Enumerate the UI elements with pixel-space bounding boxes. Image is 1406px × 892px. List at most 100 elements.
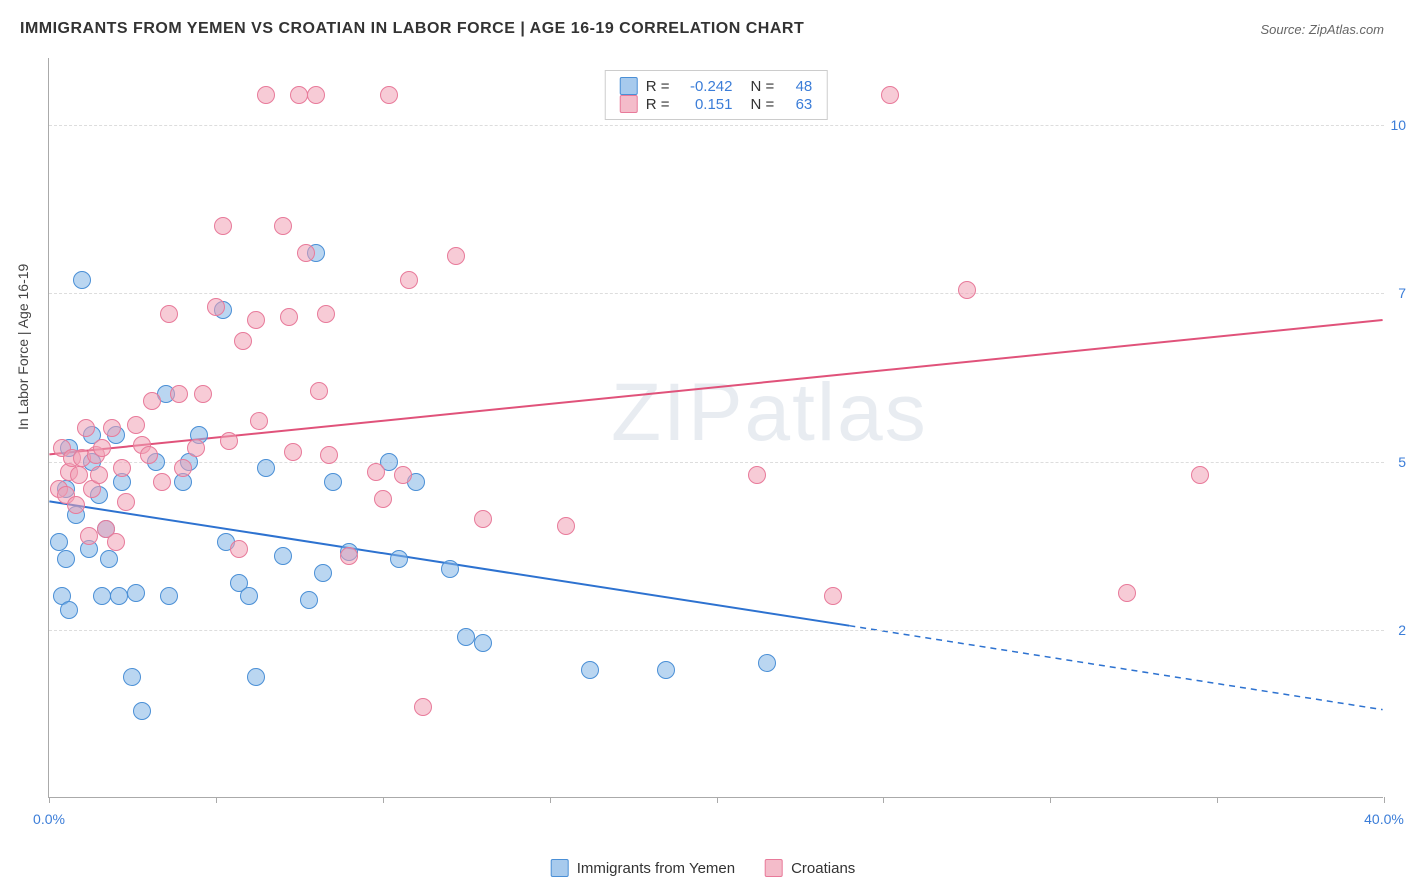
scatter-point <box>1191 466 1209 484</box>
xtick-mark <box>1217 797 1218 803</box>
n-value-2: 63 <box>782 96 812 113</box>
r-label-1: R = <box>646 78 670 95</box>
scatter-point <box>117 493 135 511</box>
scatter-point <box>57 550 75 568</box>
scatter-point <box>881 86 899 104</box>
scatter-point <box>127 584 145 602</box>
scatter-point <box>314 564 332 582</box>
scatter-point <box>310 382 328 400</box>
xtick-mark <box>216 797 217 803</box>
watermark-bold: ZIP <box>611 367 745 458</box>
scatter-point <box>247 668 265 686</box>
scatter-point <box>824 587 842 605</box>
scatter-point <box>207 298 225 316</box>
scatter-point <box>60 601 78 619</box>
stats-row-2: R = 0.151 N = 63 <box>620 95 813 113</box>
scatter-point <box>140 446 158 464</box>
scatter-point <box>447 247 465 265</box>
legend-item-2: Croatians <box>765 859 855 877</box>
xtick-label: 40.0% <box>1364 811 1404 827</box>
scatter-point <box>67 496 85 514</box>
scatter-point <box>107 533 125 551</box>
scatter-point <box>90 466 108 484</box>
gridline-h <box>49 125 1384 126</box>
r-value-1: -0.242 <box>678 78 733 95</box>
scatter-point <box>340 547 358 565</box>
scatter-point <box>290 86 308 104</box>
scatter-point <box>80 527 98 545</box>
xtick-mark <box>550 797 551 803</box>
scatter-point <box>93 587 111 605</box>
trend-lines-svg <box>49 58 1383 797</box>
scatter-point <box>380 86 398 104</box>
scatter-point <box>240 587 258 605</box>
xtick-mark <box>383 797 384 803</box>
xtick-mark <box>883 797 884 803</box>
scatter-point <box>441 560 459 578</box>
scatter-point <box>581 661 599 679</box>
chart-title: IMMIGRANTS FROM YEMEN VS CROATIAN IN LAB… <box>20 20 804 38</box>
scatter-point <box>474 510 492 528</box>
xtick-mark <box>49 797 50 803</box>
scatter-point <box>474 634 492 652</box>
scatter-point <box>1118 584 1136 602</box>
gridline-h <box>49 293 1384 294</box>
scatter-point <box>93 439 111 457</box>
scatter-point <box>77 419 95 437</box>
scatter-point <box>160 587 178 605</box>
scatter-point <box>280 308 298 326</box>
scatter-point <box>100 550 118 568</box>
gridline-h <box>49 630 1384 631</box>
scatter-point <box>257 459 275 477</box>
swatch-blue-icon <box>551 859 569 877</box>
xtick-mark <box>1384 797 1385 803</box>
n-label-1: N = <box>751 78 775 95</box>
watermark-thin: atlas <box>745 367 928 458</box>
swatch-pink-icon <box>620 95 638 113</box>
legend-label-2: Croatians <box>791 860 855 877</box>
scatter-point <box>257 86 275 104</box>
source-label: Source: ZipAtlas.com <box>1260 22 1384 37</box>
scatter-point <box>317 305 335 323</box>
scatter-point <box>367 463 385 481</box>
series-legend: Immigrants from Yemen Croatians <box>551 859 856 877</box>
scatter-point <box>748 466 766 484</box>
scatter-point <box>414 698 432 716</box>
chart-plot-area: ZIPatlas R = -0.242 N = 48 R = 0.151 N =… <box>48 58 1383 798</box>
xtick-mark <box>717 797 718 803</box>
scatter-point <box>394 466 412 484</box>
swatch-pink-icon <box>765 859 783 877</box>
scatter-point <box>274 217 292 235</box>
scatter-point <box>160 305 178 323</box>
swatch-blue-icon <box>620 77 638 95</box>
ytick-label: 50.0% <box>1398 454 1406 470</box>
scatter-point <box>230 540 248 558</box>
scatter-point <box>174 459 192 477</box>
scatter-point <box>457 628 475 646</box>
scatter-point <box>194 385 212 403</box>
r-value-2: 0.151 <box>678 96 733 113</box>
scatter-point <box>758 654 776 672</box>
legend-label-1: Immigrants from Yemen <box>577 860 735 877</box>
scatter-point <box>127 416 145 434</box>
scatter-point <box>110 587 128 605</box>
stats-row-1: R = -0.242 N = 48 <box>620 77 813 95</box>
scatter-point <box>123 668 141 686</box>
scatter-point <box>300 591 318 609</box>
scatter-point <box>374 490 392 508</box>
scatter-point <box>170 385 188 403</box>
scatter-point <box>250 412 268 430</box>
gridline-h <box>49 462 1384 463</box>
scatter-point <box>400 271 418 289</box>
stats-legend: R = -0.242 N = 48 R = 0.151 N = 63 <box>605 70 828 120</box>
scatter-point <box>133 702 151 720</box>
ytick-label: 100.0% <box>1391 117 1406 133</box>
scatter-point <box>320 446 338 464</box>
scatter-point <box>220 432 238 450</box>
scatter-point <box>73 271 91 289</box>
scatter-point <box>143 392 161 410</box>
scatter-point <box>274 547 292 565</box>
scatter-point <box>557 517 575 535</box>
y-axis-label: In Labor Force | Age 16-19 <box>15 264 31 430</box>
ytick-label: 75.0% <box>1398 285 1406 301</box>
